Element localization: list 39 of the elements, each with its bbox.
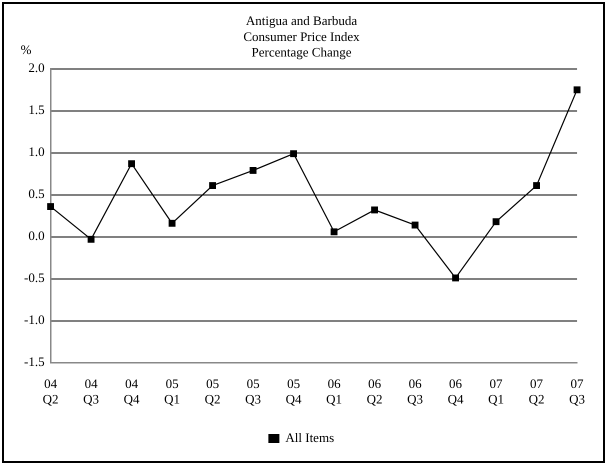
x-tick-label: 05 Q3 [245,376,262,407]
point [412,222,418,228]
x-tick-label: 07 Q1 [488,376,504,407]
point [209,182,216,189]
point [371,206,378,214]
chart-title: Antigua and Barbuda Consumer Price Index Percentage Change [243,13,360,60]
point [250,167,256,174]
point [47,203,54,210]
point [533,182,540,189]
y-tick-label: -1.5 [24,354,45,370]
y-tick-label: -1.0 [24,312,45,328]
point [290,150,297,158]
point [330,228,338,236]
y-tick-label: 0.0 [28,228,45,244]
x-tick-label: 04 Q3 [83,376,100,407]
point [492,218,500,226]
x-tick-label: 04 Q2 [42,376,59,407]
point [128,160,136,168]
x-tick-label: 06 Q2 [366,376,383,407]
point [88,236,95,243]
point [168,220,176,227]
x-tick-label: 05 Q1 [164,376,180,407]
y-tick-label: 0.5 [28,186,45,202]
x-tick-label: 05 Q2 [204,376,221,407]
legend-label: All Items [285,430,334,445]
y-tick-label: 1.5 [28,102,45,118]
x-tick-label: 07 Q2 [528,376,545,407]
point [452,274,459,282]
x-tick-label: 04 Q4 [124,376,140,407]
y-tick-label: 2.0 [28,60,45,76]
x-tick-label: 06 Q4 [448,376,464,407]
x-tick-label: 06 Q1 [326,376,342,407]
y-tick-label: 1.0 [28,144,45,160]
point [574,86,580,94]
x-tick-label: 06 Q3 [407,376,424,407]
x-tick-label: 07 Q3 [569,376,585,407]
x-tick-label: 05 Q4 [286,376,302,407]
y-axis-title: % [20,42,32,58]
y-tick-label: -0.5 [24,270,45,286]
